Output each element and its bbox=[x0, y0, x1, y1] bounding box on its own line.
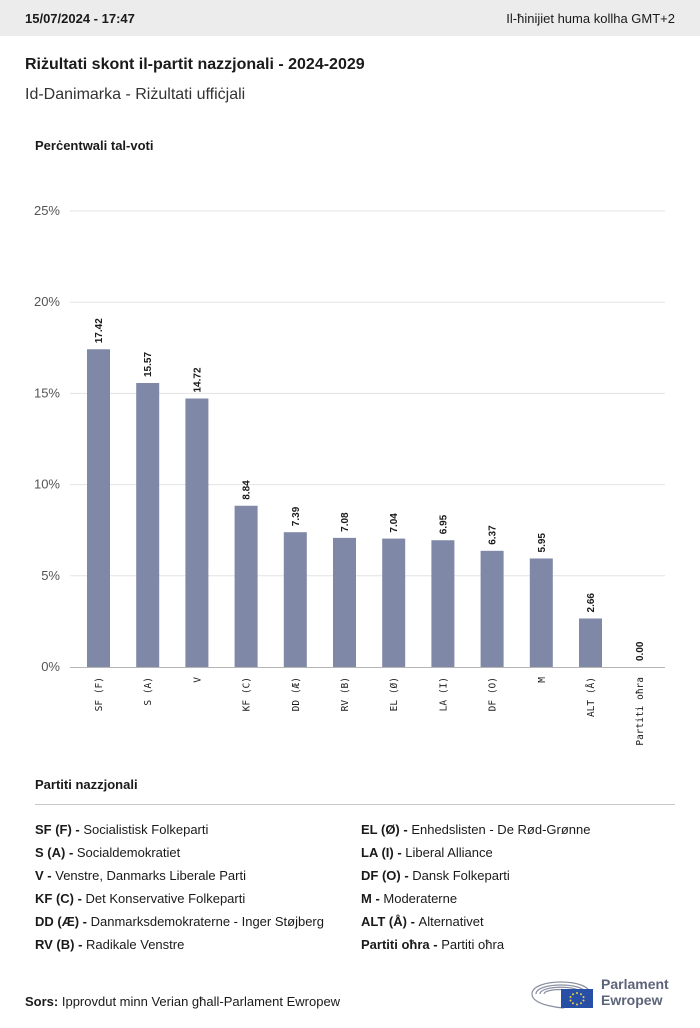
value-label: 15.57 bbox=[143, 352, 154, 377]
legend-column-right: EL (Ø) - Enhedslisten - De Rød-Grønne LA … bbox=[361, 822, 591, 960]
value-label: 0.00 bbox=[635, 641, 646, 661]
x-tick-label: EL (Ø) bbox=[389, 677, 400, 711]
legend-item: ALT (Å) - Alternativet bbox=[361, 914, 591, 937]
source-line: Sors: Ipprovdut minn Verian għall-Parlam… bbox=[25, 994, 340, 1009]
legend-name: Socialdemokratiet bbox=[76, 845, 181, 860]
x-tick-label: M bbox=[537, 677, 548, 683]
x-tick-label: SF (F) bbox=[94, 677, 105, 711]
value-label: 6.95 bbox=[438, 514, 449, 534]
legend-name: Moderaterne bbox=[383, 891, 458, 906]
legend-abbr: DD (Æ) - bbox=[35, 914, 91, 929]
y-tick-label: 10% bbox=[34, 477, 60, 492]
x-tick-label: S (A) bbox=[143, 677, 154, 706]
page-title: Riżultati skont il-partit nazzjonali - 2… bbox=[25, 56, 365, 73]
legend-abbr: LA (I) - bbox=[361, 845, 406, 860]
legend-abbr: EL (Ø) - bbox=[361, 822, 412, 837]
x-tick-label: Partiti oħra bbox=[635, 677, 646, 746]
x-tick-label: KF (C) bbox=[242, 677, 253, 711]
legend-item: RV (B) - Radikale Venstre bbox=[35, 937, 324, 960]
x-tick-label: ALT (Å) bbox=[585, 677, 597, 717]
timezone-note: Il-ħinijiet huma kollha GMT+2 bbox=[506, 10, 675, 26]
legend-divider bbox=[35, 804, 675, 805]
source-text: Ipprovdut minn Verian għall-Parlament Ew… bbox=[61, 994, 341, 1009]
legend-abbr: M - bbox=[361, 891, 384, 906]
legend-name: Dansk Folkeparti bbox=[412, 868, 510, 883]
legend-abbr: DF (O) - bbox=[361, 868, 413, 883]
y-axis-label: Perċentwali tal-voti bbox=[35, 138, 154, 153]
y-tick-label: 25% bbox=[34, 203, 60, 218]
legend-abbr: KF (C) - bbox=[35, 891, 86, 906]
legend-name: Venstre, Danmarks Liberale Parti bbox=[55, 868, 246, 883]
source-label: Sors: bbox=[25, 994, 59, 1009]
logo-line-1: Parlament bbox=[601, 976, 669, 992]
legend-item: KF (C) - Det Konservative Folkeparti bbox=[35, 891, 324, 914]
legend-column-left: SF (F) - Socialistisk Folkeparti S (A) - … bbox=[35, 822, 324, 960]
legend-name: Radikale Venstre bbox=[86, 937, 185, 952]
y-tick-label: 20% bbox=[34, 294, 60, 309]
legend-name: Danmarksdemokraterne - Inger Støjberg bbox=[90, 914, 324, 929]
bar-chart: 0% 5% 10% 15% 20% 25% 17.42 SF (F) 15.57 S (A) 14.… bbox=[34, 203, 665, 746]
value-label: 6.37 bbox=[488, 525, 499, 545]
legend-item: V - Venstre, Danmarks Liberale Parti bbox=[35, 868, 324, 891]
legend-item: SF (F) - Socialistisk Folkeparti bbox=[35, 822, 324, 845]
bar bbox=[382, 538, 406, 667]
bar bbox=[87, 349, 110, 667]
bar bbox=[283, 532, 307, 667]
value-label: 14.72 bbox=[192, 367, 203, 392]
x-tick-label: LA (I) bbox=[438, 677, 449, 711]
bar bbox=[333, 537, 356, 667]
legend-name: Alternativet bbox=[418, 914, 484, 929]
bar bbox=[579, 618, 602, 667]
legend-title: Partiti nazzjonali bbox=[35, 777, 138, 792]
value-label: 2.66 bbox=[586, 593, 597, 613]
y-tick-label: 0% bbox=[41, 659, 60, 674]
bar bbox=[185, 398, 209, 667]
page-subtitle: Id-Danimarka - Riżultati uffiċjali bbox=[25, 86, 246, 103]
legend-abbr: V - bbox=[35, 868, 56, 883]
legend-item: M - Moderaterne bbox=[361, 891, 591, 914]
bar bbox=[431, 540, 455, 667]
value-label: 17.42 bbox=[94, 318, 105, 343]
value-label: 5.95 bbox=[537, 533, 548, 553]
legend-name: Liberal Alliance bbox=[405, 845, 493, 860]
bar bbox=[529, 558, 553, 667]
logo-text: Parlament Ewropew bbox=[601, 976, 669, 1008]
datetime: 15/07/2024 - 17:47 bbox=[25, 10, 135, 26]
legend-abbr: ALT (Å) - bbox=[361, 914, 419, 929]
x-tick-label: DF (O) bbox=[488, 677, 499, 711]
value-label: 7.08 bbox=[340, 512, 351, 532]
x-tick-label: RV (B) bbox=[340, 677, 351, 711]
logo-line-2: Ewropew bbox=[601, 992, 663, 1008]
y-tick-label: 5% bbox=[41, 568, 60, 583]
legend-item: S (A) - Socialdemokratiet bbox=[35, 845, 324, 868]
legend-abbr: S (A) - bbox=[35, 845, 77, 860]
european-parliament-logo-icon bbox=[531, 981, 593, 1009]
y-tick-label: 15% bbox=[34, 385, 60, 400]
legend-item: DF (O) - Dansk Folkeparti bbox=[361, 868, 591, 891]
value-label: 7.39 bbox=[291, 506, 302, 526]
value-label: 8.84 bbox=[242, 480, 253, 500]
bar bbox=[480, 550, 504, 667]
legend-abbr: RV (B) - bbox=[35, 937, 87, 952]
bar bbox=[234, 505, 258, 667]
legend-item: Partiti oħra - Partiti oħra bbox=[361, 937, 591, 960]
legend-abbr: SF (F) - bbox=[35, 822, 84, 837]
legend-name: Enhedslisten - De Rød-Grønne bbox=[411, 822, 591, 837]
bar bbox=[136, 383, 160, 667]
top-bar: 15/07/2024 - 17:47 Il-ħinijiet huma koll… bbox=[0, 0, 700, 36]
legend-abbr: Partiti oħra - bbox=[361, 937, 442, 952]
x-tick-label: DD (Æ) bbox=[291, 677, 302, 711]
legend-item: DD (Æ) - Danmarksdemokraterne - Inger St… bbox=[35, 914, 324, 937]
value-label: 7.04 bbox=[389, 513, 400, 533]
legend-item: LA (I) - Liberal Alliance bbox=[361, 845, 591, 868]
legend-item: EL (Ø) - Enhedslisten - De Rød-Grønne bbox=[361, 822, 591, 845]
x-tick-label: V bbox=[192, 677, 203, 683]
legend-name: Det Konservative Folkeparti bbox=[85, 891, 246, 906]
legend-name: Socialistisk Folkeparti bbox=[83, 822, 209, 837]
legend-name: Partiti oħra bbox=[441, 937, 505, 952]
